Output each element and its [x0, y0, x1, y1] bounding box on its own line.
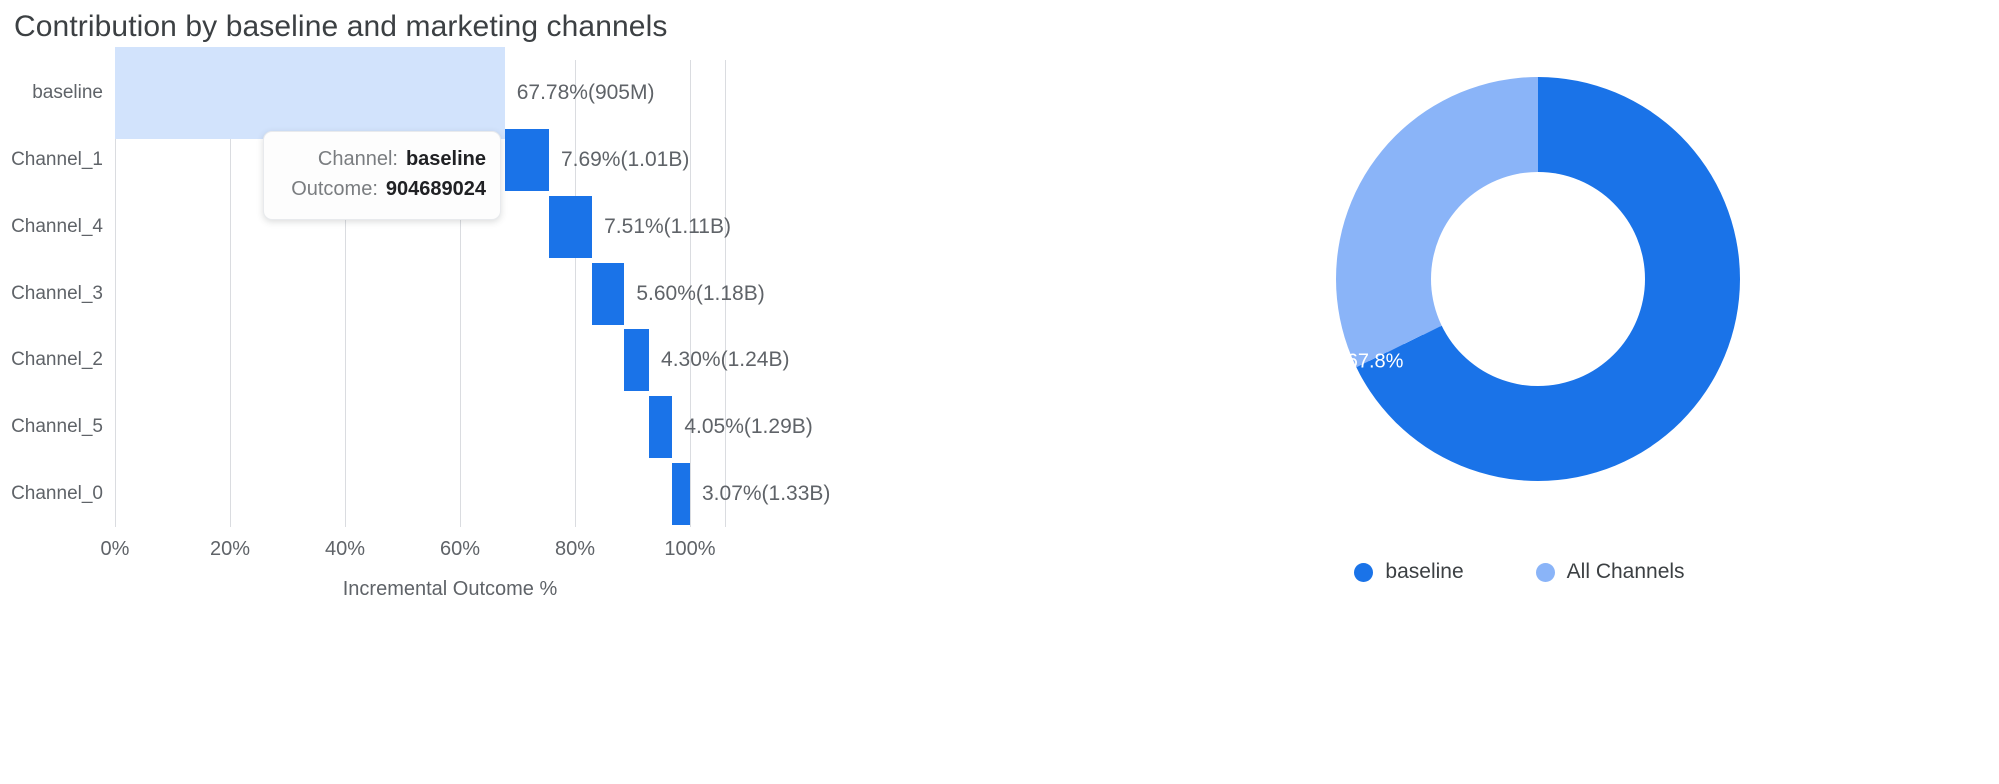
- bar-channel_4[interactable]: [548, 195, 593, 258]
- gridline: [575, 60, 576, 527]
- bar-value-channel_5: 4.05%(1.29B): [684, 414, 813, 438]
- bar-baseline[interactable]: [115, 47, 505, 140]
- bar-channel_3[interactable]: [592, 262, 625, 325]
- y-axis-label-channel_1: Channel_1: [11, 149, 103, 171]
- donut-legend: baseline All Channels: [1040, 560, 1999, 584]
- gridline: [690, 60, 691, 527]
- donut-label-all-channels: 32.2%: [1080, 184, 1138, 207]
- waterfall-y-axis-labels: baseline Channel_1 Channel_4 Channel_3 Chann…: [0, 60, 103, 527]
- waterfall-plot-area: 67.78%(905M) 7.69%(1.01B) 7.51%(1.11B) 5.60…: [115, 47, 900, 527]
- page-title: Contribution by baseline and marketing c…: [14, 10, 668, 43]
- x-tick-60pct: 60%: [439, 538, 481, 560]
- y-axis-label-channel_3: Channel_3: [11, 282, 103, 304]
- y-axis-label-channel_4: Channel_4: [11, 215, 103, 237]
- y-axis-label-channel_0: Channel_0: [11, 482, 103, 504]
- donut-label-baseline: 67.8%: [1346, 350, 1404, 373]
- gridline: [460, 60, 461, 527]
- waterfall-chart: baseline Channel_1 Channel_4 Channel_3 Chann…: [0, 47, 1100, 784]
- bar-channel_1[interactable]: [504, 129, 549, 192]
- gridline: [115, 60, 116, 527]
- bar-value-channel_0: 3.07%(1.33B): [702, 481, 831, 505]
- y-axis-label-baseline: baseline: [32, 82, 103, 104]
- tooltip-channel-row: Channel: baseline: [278, 144, 486, 174]
- donut-chart: 67.8% 32.2% baseline All Channels: [1040, 55, 1999, 784]
- legend-swatch-icon: [1354, 562, 1374, 582]
- waterfall-x-axis-title: Incremental Outcome %: [342, 578, 558, 600]
- legend-item-all-channels[interactable]: All Channels: [1535, 560, 1685, 584]
- donut-hole: [1431, 172, 1645, 386]
- tooltip-outcome-key: Outcome:: [291, 178, 378, 201]
- bar-channel_0[interactable]: [672, 462, 690, 525]
- tooltip-channel-key: Channel:: [317, 148, 398, 170]
- bar-value-baseline: 67.78%(905M): [516, 81, 655, 105]
- x-tick-80pct: 80%: [554, 538, 596, 560]
- x-tick-100pct: 100%: [664, 538, 716, 560]
- legend-item-baseline[interactable]: baseline: [1354, 560, 1464, 584]
- bar-channel_2[interactable]: [624, 329, 650, 392]
- gridline: [724, 60, 726, 527]
- hover-tooltip: Channel: baseline Outcome: 904689024: [263, 131, 501, 220]
- x-tick-0pct: 0%: [100, 538, 130, 560]
- bar-value-channel_1: 7.69%(1.01B): [560, 148, 690, 172]
- donut-ring: [1336, 77, 1740, 481]
- x-tick-20pct: 20%: [209, 538, 251, 560]
- legend-label: baseline: [1385, 560, 1464, 583]
- y-axis-label-channel_5: Channel_5: [11, 415, 103, 437]
- x-tick-40pct: 40%: [324, 538, 366, 560]
- tooltip-outcome-row: Outcome: 904689024: [278, 174, 486, 204]
- legend-swatch-icon: [1535, 562, 1555, 582]
- tooltip-outcome-value: 904689024: [385, 178, 486, 201]
- bar-value-channel_4: 7.51%(1.11B): [604, 214, 731, 238]
- gridline: [345, 60, 346, 527]
- bar-channel_5[interactable]: [649, 395, 673, 458]
- y-axis-label-channel_2: Channel_2: [11, 349, 103, 371]
- gridline: [230, 60, 231, 527]
- bar-value-channel_2: 4.30%(1.24B): [661, 348, 790, 372]
- tooltip-channel-value: baseline: [405, 148, 486, 170]
- bar-value-channel_3: 5.60%(1.18B): [636, 281, 765, 305]
- legend-label: All Channels: [1566, 560, 1685, 583]
